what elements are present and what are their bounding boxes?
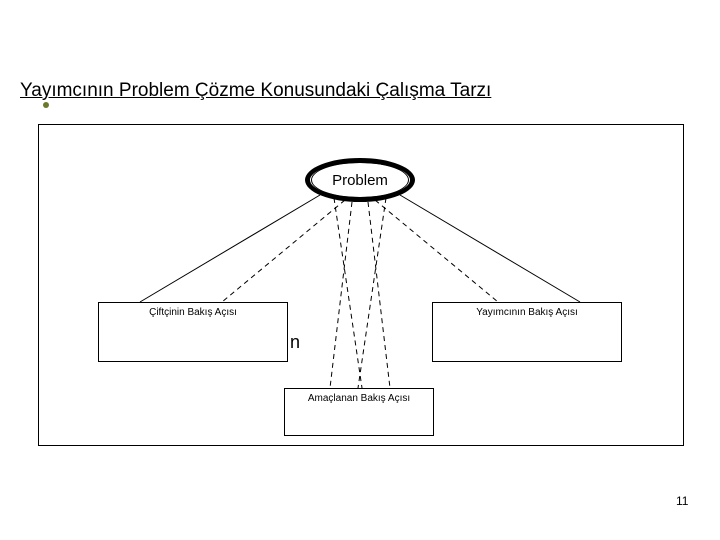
slide: Yayımcının Problem Çözme Konusundaki Çal… <box>0 0 720 540</box>
node-intended-label: Amaçlanan Bakış Açısı <box>308 393 410 404</box>
node-intended: Amaçlanan Bakış Açısı <box>284 388 434 436</box>
node-farmer-label: Çiftçinin Bakış Açısı <box>149 307 237 318</box>
slide-title: Yayımcının Problem Çözme Konusundaki Çal… <box>20 80 491 102</box>
node-farmer: Çiftçinin Bakış Açısı <box>98 302 288 362</box>
problem-ellipse-inner: Problem <box>311 162 409 198</box>
problem-label: Problem <box>332 172 388 189</box>
title-bullet-icon <box>43 102 49 108</box>
node-broadcaster-label: Yayımcının Bakış Açısı <box>476 307 578 318</box>
page-number: 11 <box>676 494 688 508</box>
node-broadcaster: Yayımcının Bakış Açısı <box>432 302 622 362</box>
stray-text: n <box>290 332 300 353</box>
